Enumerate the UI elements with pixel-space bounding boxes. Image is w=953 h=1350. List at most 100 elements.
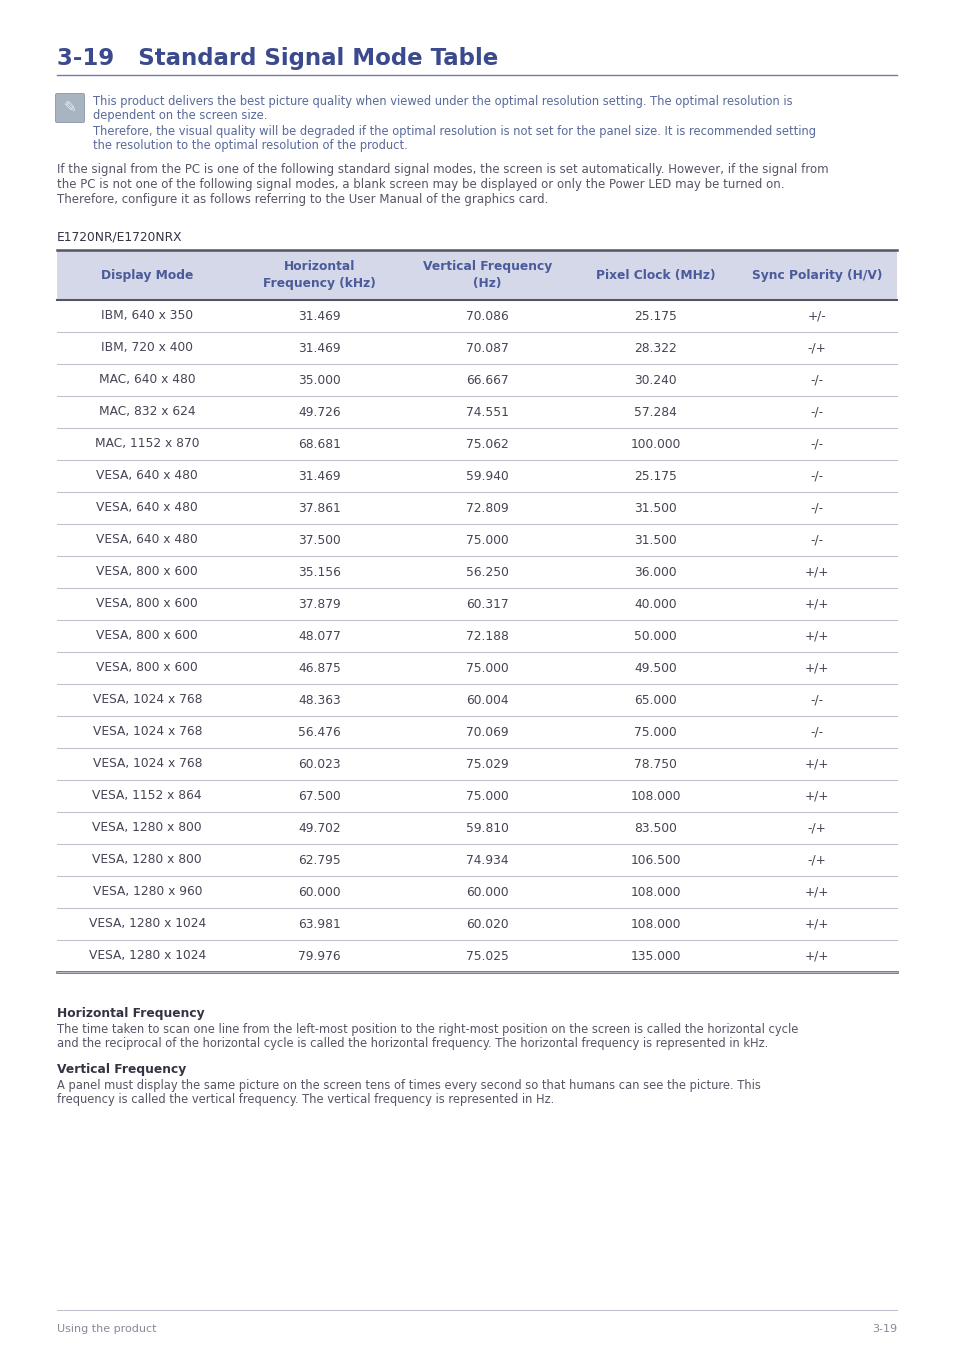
Text: IBM, 640 x 350: IBM, 640 x 350 (101, 309, 193, 323)
Text: 66.667: 66.667 (466, 374, 508, 386)
Text: Vertical Frequency: Vertical Frequency (57, 1062, 186, 1076)
Text: VESA, 800 x 600: VESA, 800 x 600 (96, 598, 198, 610)
Text: 30.240: 30.240 (634, 374, 676, 386)
FancyBboxPatch shape (55, 93, 85, 123)
Text: the PC is not one of the following signal modes, a blank screen may be displayed: the PC is not one of the following signa… (57, 178, 783, 190)
Text: +/+: +/+ (804, 886, 828, 899)
Text: 62.795: 62.795 (297, 853, 340, 867)
Text: The time taken to scan one line from the left-most position to the right-most po: The time taken to scan one line from the… (57, 1023, 798, 1035)
Text: 31.469: 31.469 (298, 470, 340, 482)
Text: 60.023: 60.023 (298, 757, 340, 771)
Text: 31.469: 31.469 (298, 342, 340, 355)
Bar (57, 909, 896, 940)
Text: 56.476: 56.476 (297, 725, 340, 738)
Text: -/-: -/- (810, 470, 822, 482)
Text: -/+: -/+ (807, 853, 825, 867)
Text: 100.000: 100.000 (630, 437, 680, 451)
Text: 78.750: 78.750 (634, 757, 677, 771)
Text: -/-: -/- (810, 694, 822, 706)
Text: 35.000: 35.000 (297, 374, 340, 386)
Text: VESA, 640 x 480: VESA, 640 x 480 (96, 501, 198, 514)
Text: 108.000: 108.000 (630, 918, 680, 930)
Text: MAC, 640 x 480: MAC, 640 x 480 (99, 374, 195, 386)
Text: This product delivers the best picture quality when viewed under the optimal res: This product delivers the best picture q… (92, 95, 792, 108)
Text: IBM, 720 x 400: IBM, 720 x 400 (101, 342, 193, 355)
Bar (57, 250, 896, 300)
Text: 74.551: 74.551 (466, 405, 508, 418)
Text: Sync Polarity (H/V): Sync Polarity (H/V) (751, 269, 882, 282)
Text: 72.809: 72.809 (466, 501, 508, 514)
Text: 31.500: 31.500 (634, 533, 677, 547)
Text: 60.000: 60.000 (298, 886, 340, 899)
Text: 108.000: 108.000 (630, 886, 680, 899)
Text: 28.322: 28.322 (634, 342, 677, 355)
Text: 48.077: 48.077 (297, 629, 340, 643)
Text: 25.175: 25.175 (634, 309, 677, 323)
Text: 108.000: 108.000 (630, 790, 680, 802)
Bar (57, 396, 896, 428)
Text: +/+: +/+ (804, 949, 828, 963)
Text: 48.363: 48.363 (297, 694, 340, 706)
Text: 83.500: 83.500 (634, 822, 677, 834)
Text: 31.469: 31.469 (298, 309, 340, 323)
Text: 46.875: 46.875 (297, 662, 340, 675)
Text: Horizontal Frequency: Horizontal Frequency (57, 1007, 204, 1021)
Text: 59.810: 59.810 (466, 822, 508, 834)
Text: 75.000: 75.000 (466, 790, 508, 802)
Text: VESA, 640 x 480: VESA, 640 x 480 (96, 533, 198, 547)
Text: 75.029: 75.029 (466, 757, 508, 771)
Text: 37.500: 37.500 (297, 533, 340, 547)
Text: VESA, 640 x 480: VESA, 640 x 480 (96, 470, 198, 482)
Text: -/+: -/+ (807, 342, 825, 355)
Text: 49.702: 49.702 (298, 822, 340, 834)
Text: 49.500: 49.500 (634, 662, 677, 675)
Text: 60.000: 60.000 (466, 886, 508, 899)
Bar (57, 876, 896, 909)
Bar (57, 491, 896, 524)
Text: 56.250: 56.250 (466, 566, 508, 579)
Text: -/+: -/+ (807, 822, 825, 834)
Text: 135.000: 135.000 (630, 949, 680, 963)
Text: 60.317: 60.317 (466, 598, 508, 610)
Text: 68.681: 68.681 (297, 437, 340, 451)
Text: Horizontal
Frequency (kHz): Horizontal Frequency (kHz) (263, 261, 375, 290)
Bar (57, 844, 896, 876)
Text: 25.175: 25.175 (634, 470, 677, 482)
Bar (57, 556, 896, 589)
Bar (57, 780, 896, 811)
Bar (57, 428, 896, 460)
Text: A panel must display the same picture on the screen tens of times every second s: A panel must display the same picture on… (57, 1079, 760, 1092)
Text: 59.940: 59.940 (466, 470, 508, 482)
Text: VESA, 1024 x 768: VESA, 1024 x 768 (92, 725, 202, 738)
Text: +/+: +/+ (804, 566, 828, 579)
Text: 106.500: 106.500 (630, 853, 680, 867)
Text: Vertical Frequency
(Hz): Vertical Frequency (Hz) (422, 261, 552, 290)
Text: -/-: -/- (810, 405, 822, 418)
Text: Therefore, configure it as follows referring to the User Manual of the graphics : Therefore, configure it as follows refer… (57, 193, 548, 207)
Text: VESA, 800 x 600: VESA, 800 x 600 (96, 662, 198, 675)
Text: 75.000: 75.000 (466, 662, 508, 675)
Text: 40.000: 40.000 (634, 598, 676, 610)
Text: 63.981: 63.981 (297, 918, 340, 930)
Bar (57, 300, 896, 332)
Text: 3-19: 3-19 (871, 1324, 896, 1334)
Text: +/+: +/+ (804, 790, 828, 802)
Text: MAC, 1152 x 870: MAC, 1152 x 870 (95, 437, 199, 451)
Text: 57.284: 57.284 (634, 405, 677, 418)
Text: 70.086: 70.086 (466, 309, 508, 323)
Text: VESA, 800 x 600: VESA, 800 x 600 (96, 629, 198, 643)
Text: 79.976: 79.976 (298, 949, 340, 963)
Text: VESA, 800 x 600: VESA, 800 x 600 (96, 566, 198, 579)
Text: VESA, 1280 x 1024: VESA, 1280 x 1024 (89, 918, 206, 930)
Bar (57, 684, 896, 716)
Text: -/-: -/- (810, 725, 822, 738)
Text: dependent on the screen size.: dependent on the screen size. (92, 109, 267, 122)
Text: 75.000: 75.000 (634, 725, 677, 738)
Text: the resolution to the optimal resolution of the product.: the resolution to the optimal resolution… (92, 139, 407, 153)
Text: VESA, 1024 x 768: VESA, 1024 x 768 (92, 757, 202, 771)
Text: +/+: +/+ (804, 662, 828, 675)
Bar (57, 364, 896, 396)
Text: 70.087: 70.087 (466, 342, 508, 355)
Text: 37.861: 37.861 (297, 501, 340, 514)
Text: If the signal from the PC is one of the following standard signal modes, the scr: If the signal from the PC is one of the … (57, 163, 828, 176)
